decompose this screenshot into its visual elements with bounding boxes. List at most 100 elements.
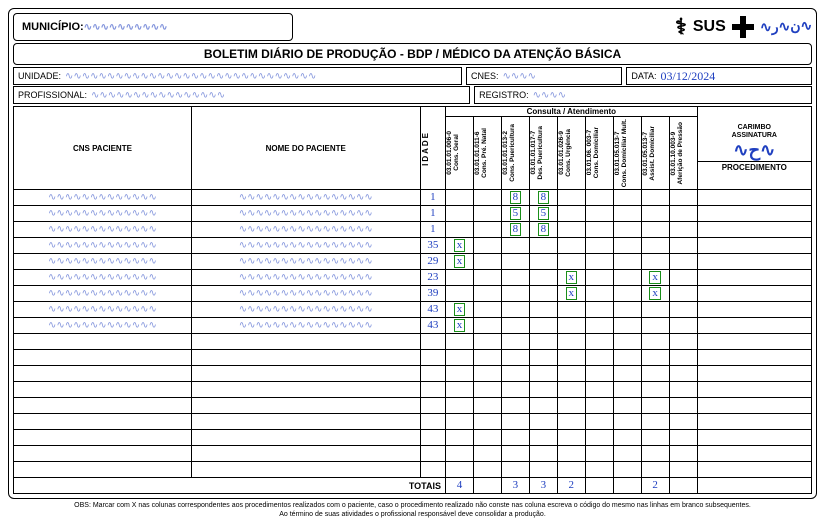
mark-cell — [501, 302, 529, 318]
mark-cell — [613, 430, 641, 446]
sus-text: SUS — [693, 18, 726, 36]
proc-cell — [697, 254, 811, 270]
mark-cell — [473, 286, 501, 302]
mark-cell — [473, 430, 501, 446]
mark-cell — [669, 366, 697, 382]
mark-cell — [529, 382, 557, 398]
idade-cell: 1 — [420, 190, 445, 206]
mark-cell — [585, 206, 613, 222]
mark-cell — [473, 238, 501, 254]
mark-cell — [501, 350, 529, 366]
mark-cell — [613, 190, 641, 206]
mark-cell — [473, 222, 501, 238]
proc-cell — [697, 318, 811, 334]
unidade-label: UNIDADE: — [18, 71, 61, 81]
mark-cell — [641, 238, 669, 254]
mark-cell: x — [557, 270, 585, 286]
cns-cell — [14, 446, 192, 462]
mark-cell — [446, 366, 474, 382]
mark-cell — [473, 334, 501, 350]
totals-cell — [585, 478, 613, 494]
cns-cell — [14, 350, 192, 366]
nome-cell: ∿∿∿∿∿∿∿∿∿∿∿∿∿∿∿∿ — [191, 286, 420, 302]
table-row — [14, 334, 812, 350]
mark-cell — [501, 414, 529, 430]
mark-cell — [473, 190, 501, 206]
mark-cell — [473, 270, 501, 286]
mark-cell — [446, 286, 474, 302]
mark-cell — [557, 382, 585, 398]
mark-cell — [446, 462, 474, 478]
mark-cell — [473, 254, 501, 270]
mark-cell — [501, 446, 529, 462]
proc-cell — [697, 190, 811, 206]
mark-cell — [585, 190, 613, 206]
mark-cell — [557, 302, 585, 318]
mark-cell — [446, 190, 474, 206]
mark-cell — [446, 446, 474, 462]
consulta-group-header: Consulta / Atendimento — [446, 107, 698, 117]
table-row: ∿∿∿∿∿∿∿∿∿∿∿∿∿∿∿∿∿∿∿∿∿∿∿∿∿∿∿∿∿188 — [14, 190, 812, 206]
mark-cell — [613, 414, 641, 430]
procedimento-header-cell: CARIMBOASSINATURA ∿ح∿ PROCEDIMENTO — [697, 107, 811, 190]
mark-cell — [669, 446, 697, 462]
mark-cell — [529, 318, 557, 334]
cnes-scribble: ∿∿∿∿ — [503, 71, 537, 82]
totals-cell: 2 — [641, 478, 669, 494]
mark-cell — [557, 462, 585, 478]
idade-cell: 43 — [420, 318, 445, 334]
mark-cell — [669, 254, 697, 270]
proc-cell — [697, 398, 811, 414]
idade-cell: 39 — [420, 286, 445, 302]
cns-cell: ∿∿∿∿∿∿∿∿∿∿∿∿∿ — [14, 222, 192, 238]
table-row — [14, 430, 812, 446]
idade-cell: 23 — [420, 270, 445, 286]
mark-cell — [585, 222, 613, 238]
nome-cell — [191, 382, 420, 398]
cns-cell: ∿∿∿∿∿∿∿∿∿∿∿∿∿ — [14, 206, 192, 222]
mark-cell — [557, 414, 585, 430]
mark-cell — [585, 414, 613, 430]
mark-cell — [557, 334, 585, 350]
unidade-scribble: ∿∿∿∿∿∿∿∿∿∿∿∿∿∿∿∿∿∿∿∿∿∿∿∿∿∿∿∿∿∿ — [65, 71, 316, 82]
mark-cell — [529, 414, 557, 430]
nome-cell: ∿∿∿∿∿∿∿∿∿∿∿∿∿∿∿∿ — [191, 206, 420, 222]
proc-cell — [697, 238, 811, 254]
mark-cell — [669, 382, 697, 398]
idade-cell — [420, 382, 445, 398]
totals-cell: 2 — [557, 478, 585, 494]
cns-cell: ∿∿∿∿∿∿∿∿∿∿∿∿∿ — [14, 270, 192, 286]
totals-row: TOTAIS43322 — [14, 478, 812, 494]
cns-cell — [14, 414, 192, 430]
nome-cell — [191, 414, 420, 430]
mark-cell — [585, 286, 613, 302]
mark-cell — [585, 334, 613, 350]
mark-cell — [557, 398, 585, 414]
mark-cell — [613, 318, 641, 334]
data-label: DATA: — [631, 71, 656, 81]
idade-cell — [420, 398, 445, 414]
mark-cell: 8 — [501, 222, 529, 238]
table-row: ∿∿∿∿∿∿∿∿∿∿∿∿∿∿∿∿∿∿∿∿∿∿∿∿∿∿∿∿∿188 — [14, 222, 812, 238]
mark-cell: x — [446, 254, 474, 270]
mark-cell — [585, 254, 613, 270]
nome-cell: ∿∿∿∿∿∿∿∿∿∿∿∿∿∿∿∿ — [191, 254, 420, 270]
mark-cell: x — [446, 302, 474, 318]
idade-cell: 43 — [420, 302, 445, 318]
proc-cell — [697, 270, 811, 286]
proc-cell — [697, 286, 811, 302]
production-table: CNS PACIENTE NOME DO PACIENTE IDADE Cons… — [13, 106, 812, 494]
mark-cell — [446, 206, 474, 222]
idade-cell: 1 — [420, 206, 445, 222]
idade-cell — [420, 414, 445, 430]
cns-cell — [14, 334, 192, 350]
table-row — [14, 350, 812, 366]
mark-cell: 5 — [501, 206, 529, 222]
data-cell: DATA: 03/12/2024 — [626, 67, 812, 85]
mark-cell — [473, 446, 501, 462]
mark-cell — [669, 318, 697, 334]
profissional-label: PROFISSIONAL: — [18, 90, 87, 100]
cns-cell — [14, 430, 192, 446]
footnote-line1: OBS: Marcar com X nas colunas correspond… — [8, 502, 817, 510]
mark-cell — [669, 302, 697, 318]
